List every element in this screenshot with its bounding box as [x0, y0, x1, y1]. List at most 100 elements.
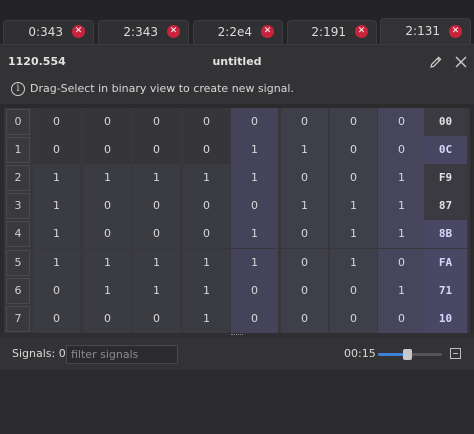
bit-cell[interactable]: 0 [281, 276, 328, 305]
bit-cell[interactable]: 1 [231, 136, 278, 165]
bit-cell[interactable]: 0 [281, 108, 328, 137]
splitter-handle[interactable] [0, 333, 474, 338]
bit-cell[interactable]: 0 [330, 276, 377, 305]
row-header: 4 [6, 221, 30, 248]
slider-handle[interactable] [402, 349, 412, 360]
bit-cell[interactable]: 1 [183, 276, 230, 305]
tab-2-2e4[interactable]: 2:2e4 ✕ [193, 20, 283, 44]
signals-panel [0, 370, 474, 434]
bit-cell[interactable]: 0 [133, 220, 180, 249]
bit-cell[interactable]: 1 [378, 192, 425, 221]
bit-cell[interactable]: 0 [133, 108, 180, 137]
bit-cell[interactable]: 1 [330, 220, 377, 249]
bit-cell[interactable]: 0 [33, 108, 80, 137]
bit-cell[interactable]: 0 [183, 192, 230, 221]
row-header: 2 [6, 165, 30, 192]
tab-close-icon[interactable]: ✕ [449, 25, 462, 38]
hex-cell: 87 [424, 192, 467, 221]
bit-cell[interactable]: 1 [378, 164, 425, 193]
tab-2-191[interactable]: 2:191 ✕ [287, 20, 377, 44]
bit-cell[interactable]: 0 [84, 304, 131, 333]
bit-cell[interactable]: 0 [183, 108, 230, 137]
bit-cell[interactable]: 0 [84, 136, 131, 165]
bit-cell[interactable]: 1 [330, 192, 377, 221]
binary-view[interactable]: 0 0 0 0 0 0 0 0 0 00 1 0 0 0 0 1 1 0 0 0C 2 1 1 1 1 1 0 0 1 F9 3 1 0 0 0 0 1… [4, 108, 470, 333]
bit-cell[interactable]: 1 [281, 192, 328, 221]
bit-cell[interactable]: 0 [281, 220, 328, 249]
tab-bar: 0:343 ✕ 2:343 ✕ 2:2e4 ✕ 2:191 ✕ 2:131 ✕ [0, 0, 474, 45]
bit-cell[interactable]: 1 [183, 248, 230, 277]
zoom-slider[interactable] [378, 347, 442, 361]
tab-label: 2:131 [405, 24, 440, 38]
bit-cell[interactable]: 1 [84, 164, 131, 193]
bit-cell[interactable]: 0 [378, 108, 425, 137]
message-title: untitled [212, 55, 262, 68]
bit-cell[interactable]: 1 [133, 164, 180, 193]
bit-cell[interactable]: 0 [231, 304, 278, 333]
pencil-icon[interactable] [428, 54, 444, 70]
bit-cell[interactable]: 1 [378, 276, 425, 305]
filter-signals-input[interactable] [66, 345, 178, 364]
bit-cell[interactable]: 0 [281, 304, 328, 333]
bit-cell[interactable]: 1 [183, 164, 230, 193]
bit-cell[interactable]: 1 [133, 248, 180, 277]
bit-cell[interactable]: 0 [378, 304, 425, 333]
bit-cell[interactable]: 0 [330, 136, 377, 165]
message-header: 1120.554 untitled [0, 44, 474, 78]
info-icon: i [11, 82, 25, 96]
bit-cell[interactable]: 1 [84, 276, 131, 305]
row-header: 3 [6, 193, 30, 220]
bit-cell[interactable]: 0 [281, 164, 328, 193]
tab-close-icon[interactable]: ✕ [261, 25, 274, 38]
bit-cell[interactable]: 1 [133, 276, 180, 305]
close-icon[interactable] [453, 54, 469, 70]
bit-cell[interactable]: 0 [133, 192, 180, 221]
bit-cell[interactable]: 0 [231, 108, 278, 137]
bit-cell[interactable]: 1 [231, 220, 278, 249]
bit-cell[interactable]: 0 [378, 248, 425, 277]
bit-cell[interactable]: 0 [330, 108, 377, 137]
bit-cell[interactable]: 1 [33, 248, 80, 277]
bit-cell[interactable]: 0 [33, 276, 80, 305]
bit-cell[interactable]: 0 [84, 108, 131, 137]
bit-cell[interactable]: 1 [33, 192, 80, 221]
bit-cell[interactable]: 0 [231, 276, 278, 305]
tab-close-icon[interactable]: ✕ [72, 25, 85, 38]
collapse-button[interactable] [450, 348, 461, 359]
bit-cell[interactable]: 1 [33, 220, 80, 249]
bit-cell[interactable]: 0 [133, 304, 180, 333]
tab-2-343[interactable]: 2:343 ✕ [98, 20, 189, 44]
bit-cell[interactable]: 0 [378, 136, 425, 165]
tab-label: 2:343 [123, 25, 158, 39]
hex-cell: 00 [424, 108, 467, 137]
bit-cell[interactable]: 0 [33, 304, 80, 333]
hex-cell: FA [424, 248, 467, 277]
bit-cell[interactable]: 0 [84, 192, 131, 221]
bit-cell[interactable]: 0 [33, 136, 80, 165]
bit-cell[interactable]: 1 [84, 248, 131, 277]
bit-cell[interactable]: 0 [231, 192, 278, 221]
tab-label: 2:191 [311, 25, 346, 39]
bit-cell[interactable]: 0 [281, 248, 328, 277]
tab-0-343[interactable]: 0:343 ✕ [3, 20, 94, 44]
bit-cell[interactable]: 1 [281, 136, 328, 165]
bit-cell[interactable]: 0 [183, 220, 230, 249]
bit-cell[interactable]: 1 [330, 248, 377, 277]
bit-cell[interactable]: 0 [84, 220, 131, 249]
bit-cell[interactable]: 0 [330, 304, 377, 333]
bit-cell[interactable]: 1 [33, 164, 80, 193]
tab-2-131[interactable]: 2:131 ✕ [380, 18, 471, 45]
hex-cell: 0C [424, 136, 467, 165]
tab-close-icon[interactable]: ✕ [355, 25, 368, 38]
hex-cell: F9 [424, 164, 467, 193]
bit-cell[interactable]: 0 [183, 136, 230, 165]
bit-cell[interactable]: 1 [183, 304, 230, 333]
bit-cell[interactable]: 0 [133, 136, 180, 165]
bit-cell[interactable]: 1 [378, 220, 425, 249]
tab-close-icon[interactable]: ✕ [167, 25, 180, 38]
row-header: 6 [6, 277, 30, 304]
bit-cell[interactable]: 1 [231, 164, 278, 193]
bit-cell[interactable]: 1 [231, 248, 278, 277]
bit-cell[interactable]: 0 [330, 164, 377, 193]
